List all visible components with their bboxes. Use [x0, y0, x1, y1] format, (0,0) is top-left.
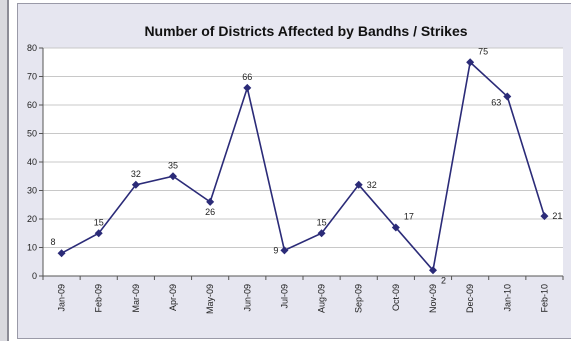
x-tick-label: Oct-09 — [391, 284, 401, 311]
left-panel-edge — [0, 0, 9, 341]
data-point-marker — [354, 180, 363, 189]
data-label: 21 — [552, 211, 562, 221]
data-point-marker — [317, 229, 326, 238]
x-tick-label: Sep-09 — [354, 284, 364, 313]
data-point-marker — [503, 92, 512, 101]
y-tick-label: 80 — [27, 43, 37, 53]
y-tick-label: 20 — [27, 214, 37, 224]
data-labels: 8 15 32 35 26 66 9 15 32 17 2 75 63 21 — [51, 46, 563, 285]
data-label: 2 — [441, 275, 446, 285]
x-axis-ticks: Jan-09 Feb-09 Mar-09 Apr-09 May-09 Jun-09 Jul-… — [42, 276, 564, 314]
x-tick-label: Apr-09 — [168, 284, 178, 311]
chart-area: Number of Districts Affected by Bandhs /… — [17, 3, 571, 339]
data-point-marker — [280, 246, 289, 255]
gridlines — [43, 47, 563, 248]
series-line-path — [61, 60, 546, 273]
series-markers — [57, 58, 549, 275]
x-tick-label: Dec-09 — [465, 284, 475, 313]
data-label: 15 — [94, 217, 104, 227]
y-tick-label: 30 — [27, 186, 37, 196]
data-point-marker — [243, 83, 252, 92]
y-tick-label: 40 — [27, 157, 37, 167]
x-tick-label: Jan-09 — [57, 284, 67, 312]
x-tick-label: Jul-09 — [279, 284, 289, 309]
y-tick-label: 70 — [27, 72, 37, 82]
y-tick-label: 60 — [27, 100, 37, 110]
data-label: 32 — [131, 169, 141, 179]
data-label: 26 — [205, 207, 215, 217]
data-point-marker — [540, 212, 549, 221]
data-label: 15 — [317, 217, 327, 227]
chart-title: Number of Districts Affected by Bandhs /… — [144, 23, 467, 39]
x-tick-label: Mar-09 — [131, 284, 141, 313]
data-point-marker — [429, 266, 437, 275]
y-tick-label: 10 — [27, 243, 37, 253]
data-point-marker — [57, 249, 66, 258]
line-chart: Number of Districts Affected by Bandhs /… — [27, 23, 564, 314]
data-point-marker — [206, 197, 215, 206]
data-point-marker — [94, 229, 103, 238]
data-point-marker — [131, 180, 140, 189]
x-tick-label: Aug-09 — [317, 284, 327, 313]
data-label: 9 — [273, 245, 278, 255]
x-tick-label: May-09 — [205, 284, 215, 314]
x-tick-label: Jan-10 — [502, 284, 512, 312]
x-tick-label: Jun-09 — [242, 284, 252, 312]
data-label: 75 — [478, 46, 488, 56]
x-tick-label: Feb-09 — [94, 284, 104, 313]
data-label: 66 — [242, 72, 252, 82]
data-label: 35 — [168, 160, 178, 170]
data-label: 17 — [404, 212, 414, 222]
data-label: 32 — [367, 180, 377, 190]
x-tick-label: Nov-09 — [428, 284, 438, 313]
data-label: 63 — [491, 97, 501, 107]
x-tick-label: Feb-10 — [539, 284, 549, 313]
y-tick-label: 50 — [27, 129, 37, 139]
y-tick-label: 0 — [32, 271, 37, 281]
data-point-marker — [391, 223, 400, 232]
data-point-marker — [466, 58, 475, 67]
data-label: 8 — [51, 237, 56, 247]
y-axis-ticks: 0 10 20 30 40 50 60 70 80 — [27, 43, 43, 281]
data-point-marker — [169, 172, 177, 181]
series-line — [61, 60, 546, 273]
